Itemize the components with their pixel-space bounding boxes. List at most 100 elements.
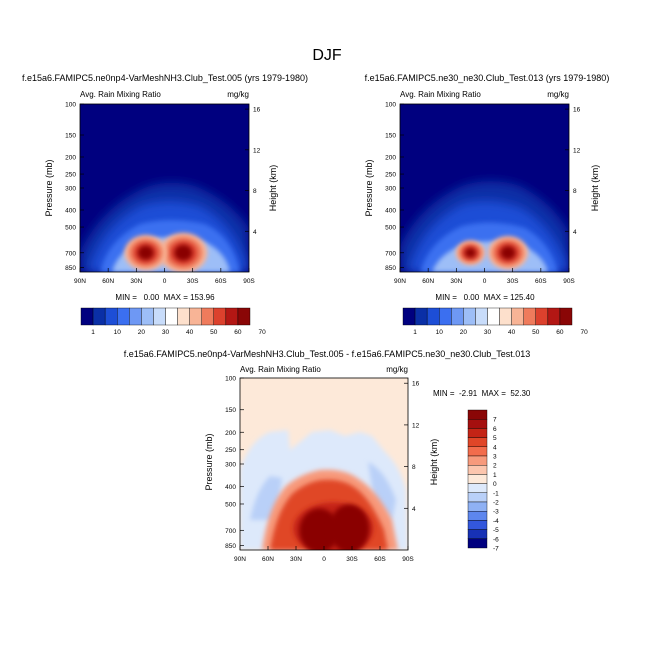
colorbar-swatch — [475, 307, 488, 326]
colorbar-swatch — [467, 483, 488, 494]
colorbar-label: 0 — [493, 481, 497, 488]
colorbar-label: 20 — [138, 329, 146, 336]
colorbar-swatch — [439, 307, 452, 326]
panel-2-field — [400, 104, 569, 272]
panel-1: f.e15a6.FAMIPC5.ne0np4-VarMeshNH3.Club_T… — [22, 73, 308, 336]
panel-2-title: f.e15a6.FAMIPC5.ne30_ne30.Club_Test.013 … — [365, 73, 610, 83]
colorbar-swatch — [467, 492, 488, 503]
panel-3-units: mg/kg — [386, 365, 408, 374]
colorbar-swatch — [487, 307, 500, 326]
colorbar-swatch — [201, 307, 214, 326]
panel-1-title: f.e15a6.FAMIPC5.ne0np4-VarMeshNH3.Club_T… — [22, 73, 308, 83]
colorbar-swatch — [467, 474, 488, 484]
colorbar-label: -5 — [493, 527, 499, 534]
colorbar-label: 40 — [186, 329, 194, 336]
y-tick-label: 150 — [65, 133, 76, 140]
colorbar-label: 4 — [493, 444, 497, 451]
colorbar-label: -7 — [493, 546, 499, 553]
y-right-tick-label: 16 — [412, 381, 420, 388]
y-tick-label: 300 — [225, 462, 236, 469]
data-blob-core — [299, 508, 340, 550]
colorbar-label: 10 — [114, 329, 122, 336]
x-tick-label: 60S — [535, 278, 547, 285]
colorbar-swatch — [559, 307, 573, 326]
colorbar-label: -6 — [493, 536, 499, 543]
panel-3: f.e15a6.FAMIPC5.ne0np4-VarMeshNH3.Club_T… — [124, 349, 531, 563]
y-tick-label: 150 — [385, 133, 396, 140]
colorbar-label: 50 — [532, 329, 540, 336]
panel-2-colorbar: 1 10 20 30 40 50 60 70 — [402, 307, 588, 336]
y-right-tick-label: 4 — [573, 229, 577, 236]
colorbar-swatch — [451, 307, 464, 326]
y-tick-label: 250 — [225, 447, 236, 454]
panel-3-ylabel: Pressure (mb) — [204, 433, 214, 490]
colorbar-label: 60 — [556, 329, 564, 336]
colorbar-swatch — [129, 307, 142, 326]
x-tick-label: 0 — [483, 278, 487, 285]
y-tick-label: 100 — [385, 102, 396, 109]
colorbar-label: 60 — [234, 329, 242, 336]
y-tick-label: 400 — [385, 207, 396, 214]
colorbar-label: 6 — [493, 426, 497, 433]
colorbar-label: -4 — [493, 518, 499, 525]
y-right-tick-label: 12 — [573, 147, 581, 154]
colorbar-swatch — [426, 307, 440, 326]
y-right-tick-label: 12 — [253, 147, 261, 154]
x-tick-label: 90N — [234, 556, 246, 563]
data-blob-core — [500, 246, 516, 260]
x-tick-label: 30N — [450, 278, 462, 285]
panel-2-ylabel-right: Height (km) — [590, 165, 600, 212]
x-tick-label: 90S — [243, 278, 255, 285]
colorbar-label: 20 — [460, 329, 468, 336]
panel-3-ylabel-right: Height (km) — [429, 439, 439, 486]
colorbar-swatch — [467, 501, 488, 512]
colorbar-swatch — [165, 307, 178, 326]
y-tick-label: 100 — [65, 102, 76, 109]
x-tick-label: 30S — [187, 278, 199, 285]
y-tick-label: 200 — [65, 154, 76, 161]
panel-1-ylabel-right: Height (km) — [268, 165, 278, 212]
x-tick-label: 30S — [346, 556, 358, 563]
colorbar-label: 1 — [91, 329, 95, 336]
colorbar-swatch — [467, 419, 488, 429]
y-right-tick-label: 16 — [253, 107, 261, 114]
y-tick-label: 700 — [385, 250, 396, 257]
data-blob-core — [137, 245, 154, 260]
colorbar-swatch — [467, 511, 488, 521]
colorbar-swatch — [511, 307, 524, 326]
panel-1-colorbar: 1 10 20 30 40 50 60 70 — [80, 307, 266, 336]
panel-1-units: mg/kg — [227, 90, 249, 99]
y-tick-label: 400 — [225, 484, 236, 491]
x-tick-label: 60N — [422, 278, 434, 285]
panel-2-stats: MIN = 0.00 MAX = 125.40 — [435, 293, 535, 302]
x-tick-label: 60N — [102, 278, 114, 285]
colorbar-label: -1 — [493, 490, 499, 497]
colorbar-label: 10 — [436, 329, 444, 336]
y-tick-label: 500 — [65, 225, 76, 232]
colorbar-swatch — [467, 437, 488, 448]
x-tick-label: 90S — [402, 556, 414, 563]
colorbar-label: 5 — [493, 435, 497, 442]
colorbar-swatch — [141, 307, 154, 326]
colorbar-swatch — [402, 307, 416, 326]
x-tick-label: 0 — [163, 278, 167, 285]
panel-2-ticks: 90N 60N 30N 0 30S 60S 90S 100 150 200 250 300 400 500… — [385, 102, 580, 286]
colorbar-swatch — [237, 307, 251, 326]
colorbar-swatch — [189, 307, 202, 326]
y-tick-label: 700 — [65, 250, 76, 257]
y-right-tick-label: 12 — [412, 422, 420, 429]
colorbar-label: 7 — [493, 417, 497, 424]
colorbar-label: 2 — [493, 463, 497, 470]
colorbar-label: 50 — [210, 329, 218, 336]
panel-2-ylabel: Pressure (mb) — [364, 159, 374, 216]
y-tick-label: 850 — [65, 265, 76, 272]
x-tick-label: 60S — [215, 278, 227, 285]
colorbar-swatch — [177, 307, 190, 326]
y-right-tick-label: 4 — [253, 229, 257, 236]
y-right-tick-label: 8 — [412, 464, 416, 471]
x-tick-label: 30N — [290, 556, 302, 563]
y-tick-label: 500 — [225, 501, 236, 508]
panel-1-ylabel: Pressure (mb) — [44, 159, 54, 216]
y-right-tick-label: 8 — [253, 188, 257, 195]
panel-3-field — [240, 378, 408, 550]
